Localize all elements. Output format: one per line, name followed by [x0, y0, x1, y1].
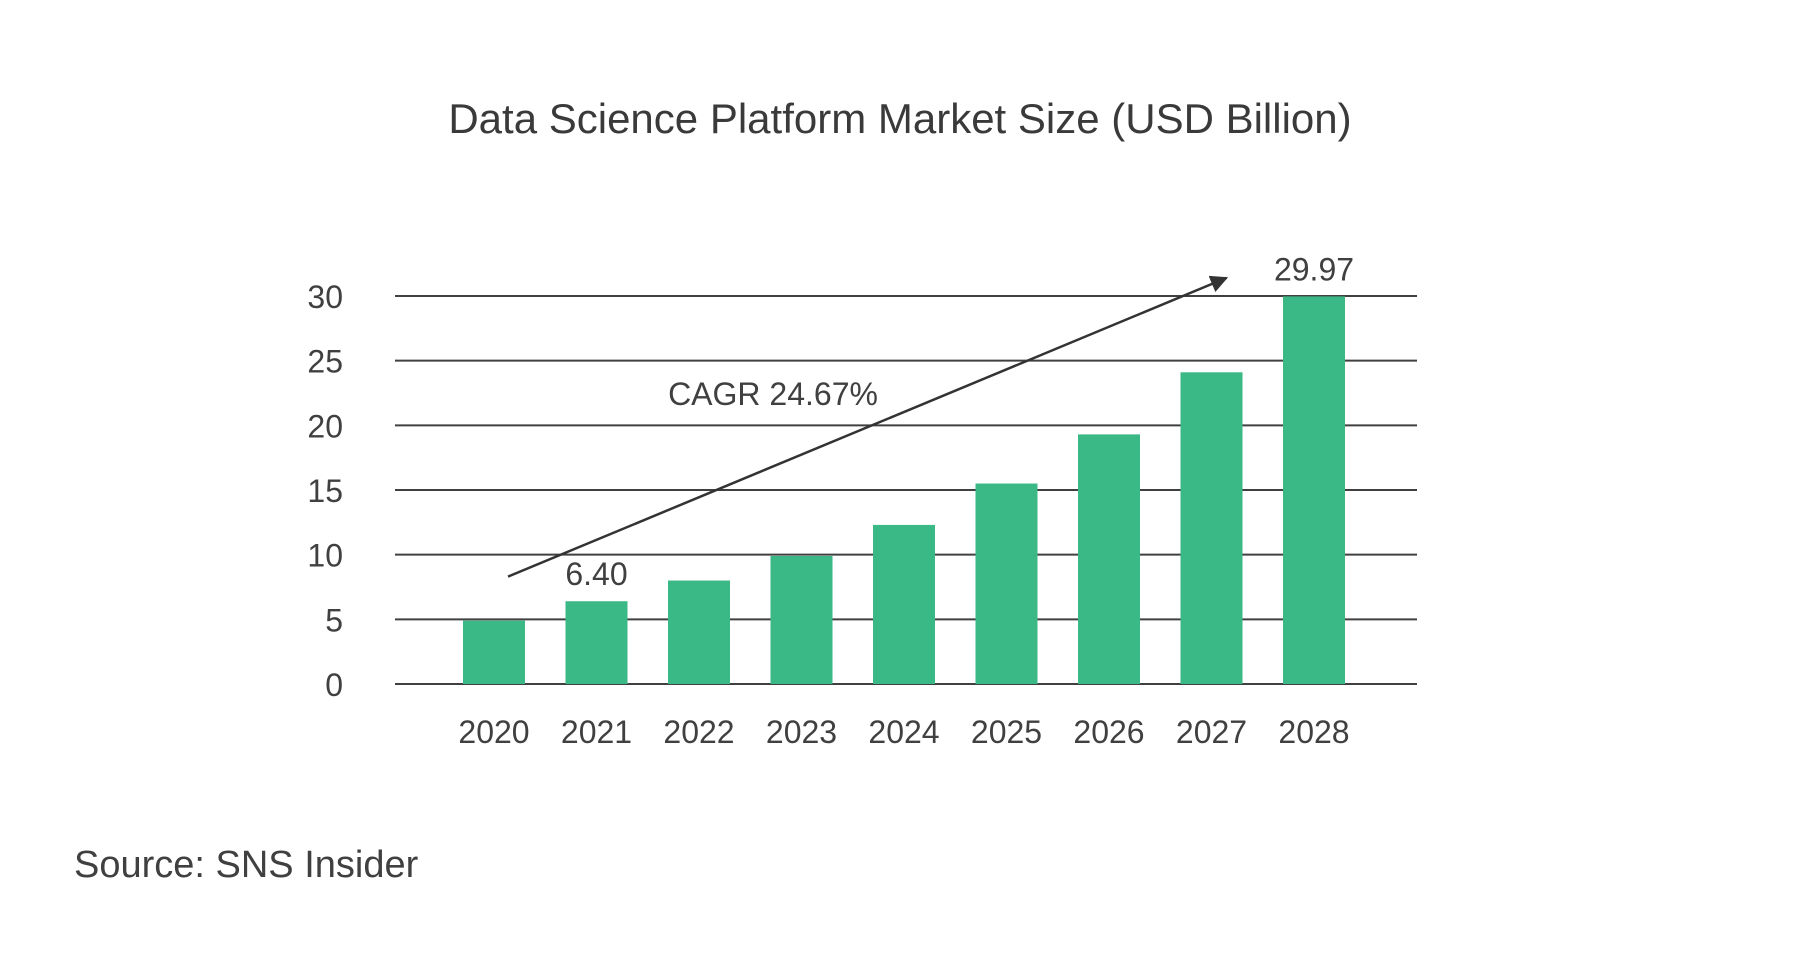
bar-2020 — [463, 620, 525, 684]
x-tick-label: 2024 — [868, 714, 939, 750]
x-tick-label: 2020 — [458, 714, 529, 750]
bar-2026 — [1078, 434, 1140, 684]
bar-2025 — [975, 483, 1038, 684]
bar-2022 — [668, 580, 730, 684]
x-tick-label: 2027 — [1176, 714, 1247, 750]
bar-2024 — [873, 524, 935, 684]
x-axis-ticks: 2020 2021 2022 2023 2024 2025 2026 2027 2028 — [458, 714, 1349, 750]
y-tick-label: 20 — [307, 408, 343, 444]
x-tick-label: 2026 — [1073, 714, 1144, 750]
bar-2027 — [1180, 372, 1243, 684]
x-tick-label: 2022 — [663, 714, 734, 750]
x-tick-label: 2028 — [1278, 714, 1349, 750]
bar-2023 — [770, 555, 833, 684]
y-tick-label: 15 — [307, 473, 343, 509]
y-tick-label: 30 — [307, 279, 343, 315]
y-axis-ticks: 0 5 10 15 20 25 30 — [307, 279, 343, 703]
cagr-label: CAGR 24.67% — [668, 376, 878, 412]
y-tick-label: 5 — [325, 602, 343, 638]
x-tick-label: 2023 — [766, 714, 837, 750]
cagr-arrow — [507, 275, 1229, 578]
data-label-2021: 6.40 — [565, 556, 627, 592]
data-labels: 6.40 29.97 — [565, 251, 1354, 592]
cagr-annotation: CAGR 24.67% — [507, 275, 1229, 578]
y-tick-label: 10 — [307, 538, 343, 574]
y-tick-label: 25 — [307, 344, 343, 380]
data-label-2028: 29.97 — [1274, 251, 1354, 287]
bars — [463, 296, 1345, 684]
bar-2028 — [1283, 296, 1345, 684]
x-tick-label: 2025 — [971, 714, 1042, 750]
x-tick-label: 2021 — [561, 714, 632, 750]
bar-2021 — [565, 601, 628, 684]
y-tick-label: 0 — [325, 667, 343, 703]
source-note: Source: SNS Insider — [74, 844, 419, 886]
chart-title: Data Science Platform Market Size (USD B… — [448, 95, 1351, 142]
